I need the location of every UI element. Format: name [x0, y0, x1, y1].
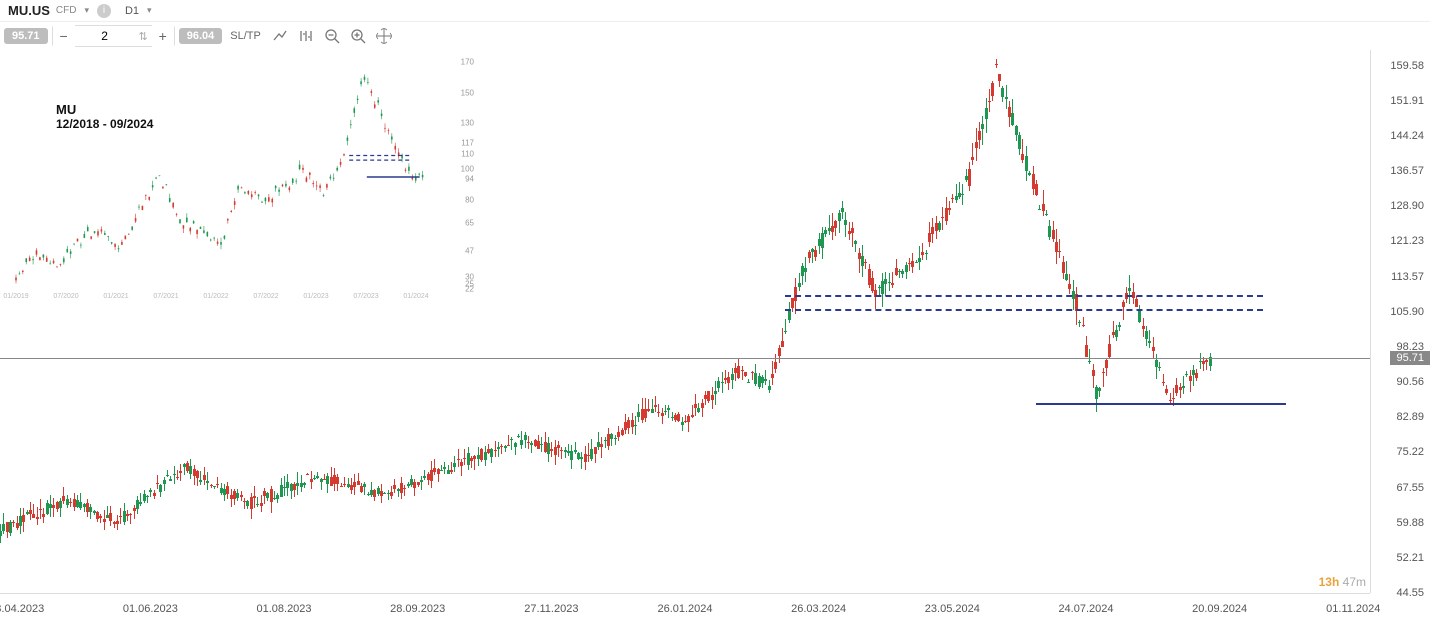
y-tick: 151.91: [1390, 95, 1424, 107]
countdown-hours: 13: [1319, 575, 1332, 589]
inset-y-tick: 100: [461, 165, 474, 174]
y-tick: 52.21: [1396, 552, 1424, 564]
symbol-name[interactable]: MU.US: [8, 3, 50, 18]
x-tick: 24.07.2024: [1058, 603, 1113, 615]
timeframe-label[interactable]: D1: [125, 5, 139, 17]
trendline-icon[interactable]: [269, 25, 291, 47]
x-tick: 03.04.2023: [0, 603, 44, 615]
x-tick: 01.11.2024: [1326, 603, 1380, 615]
y-tick: 113.57: [1391, 271, 1424, 283]
inset-y-tick: 117: [461, 139, 474, 148]
info-icon[interactable]: i: [97, 4, 111, 18]
bid-price-box[interactable]: 95.71: [4, 28, 48, 44]
resistance-line[interactable]: [785, 309, 1263, 311]
inset-y-tick: 94: [465, 174, 474, 183]
inset-x-tick: 01/2024: [403, 293, 428, 300]
x-tick: 23.05.2024: [925, 603, 980, 615]
inset-x-tick: 07/2020: [53, 293, 78, 300]
quantity-stepper[interactable]: − ⇅ +: [52, 25, 175, 47]
countdown-minutes: 47: [1343, 575, 1356, 589]
inset-x-tick: 01/2019: [3, 293, 28, 300]
y-axis[interactable]: 159.58 151.91 144.24 136.57 128.90 121.23 113.…: [1370, 50, 1430, 593]
zoom-out-icon[interactable]: [321, 25, 343, 47]
y-tick: 121.23: [1390, 235, 1424, 247]
inset-x-tick: 07/2021: [153, 293, 178, 300]
y-tick: 44.55: [1396, 587, 1424, 599]
y-tick: 128.90: [1390, 200, 1424, 212]
inset-y-tick: 80: [465, 196, 474, 205]
x-tick: 26.01.2024: [657, 603, 712, 615]
inset-y-tick: 170: [461, 58, 474, 67]
y-tick: 82.89: [1396, 411, 1424, 423]
y-tick: 105.90: [1390, 306, 1424, 318]
x-tick: 28.09.2023: [390, 603, 445, 615]
inset-y-tick: 110: [461, 150, 474, 159]
x-tick: 01.06.2023: [123, 603, 178, 615]
inset-y-tick: 65: [465, 219, 474, 228]
x-tick: 26.03.2024: [791, 603, 846, 615]
y-tick: 144.24: [1390, 130, 1424, 142]
trade-toolbar: 95.71 − ⇅ + 96.04 SL/TP: [0, 22, 1430, 50]
y-tick: 136.57: [1390, 165, 1424, 177]
y-tick: 75.22: [1396, 446, 1424, 458]
x-tick: 01.08.2023: [256, 603, 311, 615]
countdown-m-suffix: m: [1356, 575, 1366, 589]
y-tick: 159.58: [1390, 60, 1424, 72]
swap-icon[interactable]: ⇅: [135, 30, 152, 43]
support-line[interactable]: [1036, 403, 1287, 405]
inset-chart[interactable]: MU 12/2018 - 09/2024 1701501301171101009…: [6, 52, 476, 302]
ask-price-box[interactable]: 96.04: [179, 28, 223, 44]
countdown-h-suffix: h: [1332, 575, 1339, 589]
inset-x-tick: 07/2022: [253, 293, 278, 300]
inset-y-tick: 130: [461, 119, 474, 128]
indicators-icon[interactable]: [295, 25, 317, 47]
y-tick: 59.88: [1396, 517, 1424, 529]
x-tick: 20.09.2024: [1192, 603, 1247, 615]
chart-header: MU.US CFD ▾ i D1 ▾: [0, 0, 1430, 22]
x-axis[interactable]: 03.04.2023 01.06.2023 01.08.2023 28.09.2023…: [0, 593, 1370, 623]
resistance-line[interactable]: [785, 295, 1263, 297]
x-tick: 27.11.2023: [524, 603, 578, 615]
sl-tp-button[interactable]: SL/TP: [226, 30, 265, 42]
increment-button[interactable]: +: [152, 25, 174, 47]
bar-countdown: 13h 47m: [1319, 575, 1366, 589]
zoom-in-icon[interactable]: [347, 25, 369, 47]
decrement-button[interactable]: −: [53, 25, 75, 47]
inset-y-tick: 47: [465, 246, 474, 255]
crosshair-icon[interactable]: [373, 25, 395, 47]
y-tick: 90.56: [1396, 376, 1424, 388]
y-tick: 67.55: [1396, 482, 1424, 494]
current-price-label: 95.71: [1390, 351, 1430, 365]
inset-x-tick: 01/2021: [103, 293, 128, 300]
inset-x-tick: 01/2023: [303, 293, 328, 300]
inset-y-tick: 22: [465, 284, 474, 293]
symbol-dropdown-icon[interactable]: ▾: [84, 5, 89, 16]
inset-x-tick: 01/2022: [203, 293, 228, 300]
inset-x-tick: 07/2023: [353, 293, 378, 300]
quantity-input[interactable]: [75, 29, 135, 43]
current-price-line: [0, 358, 1370, 359]
instrument-type: CFD: [56, 5, 77, 16]
timeframe-dropdown-icon[interactable]: ▾: [147, 5, 152, 16]
inset-y-tick: 150: [461, 88, 474, 97]
inset-svg: [6, 52, 476, 302]
